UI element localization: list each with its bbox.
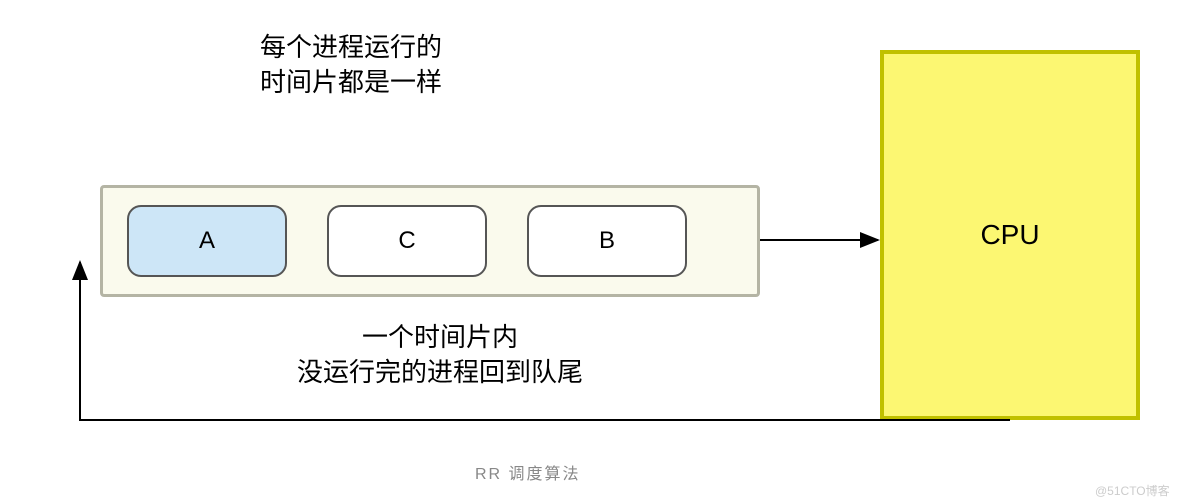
bottom-description: 一个时间片内 没运行完的进程回到队尾 — [230, 320, 650, 390]
caption-text: RR 调度算法 — [475, 460, 581, 484]
process-c-label: C — [398, 227, 415, 255]
cpu-label: CPU — [980, 219, 1039, 251]
process-b-label: B — [599, 227, 615, 255]
process-b: B — [527, 205, 687, 277]
process-a-label: A — [199, 227, 215, 255]
process-c: C — [327, 205, 487, 277]
watermark-text: @51CTO博客 — [1095, 482, 1170, 499]
top-description: 每个进程运行的 时间片都是一样 — [260, 30, 442, 100]
cpu-box: CPU — [880, 50, 1140, 420]
bottom-line-1: 一个时间片内 — [230, 320, 650, 355]
bottom-line-2: 没运行完的进程回到队尾 — [230, 355, 650, 390]
top-line-2: 时间片都是一样 — [260, 65, 442, 100]
process-a: A — [127, 205, 287, 277]
top-line-1: 每个进程运行的 — [260, 30, 442, 65]
